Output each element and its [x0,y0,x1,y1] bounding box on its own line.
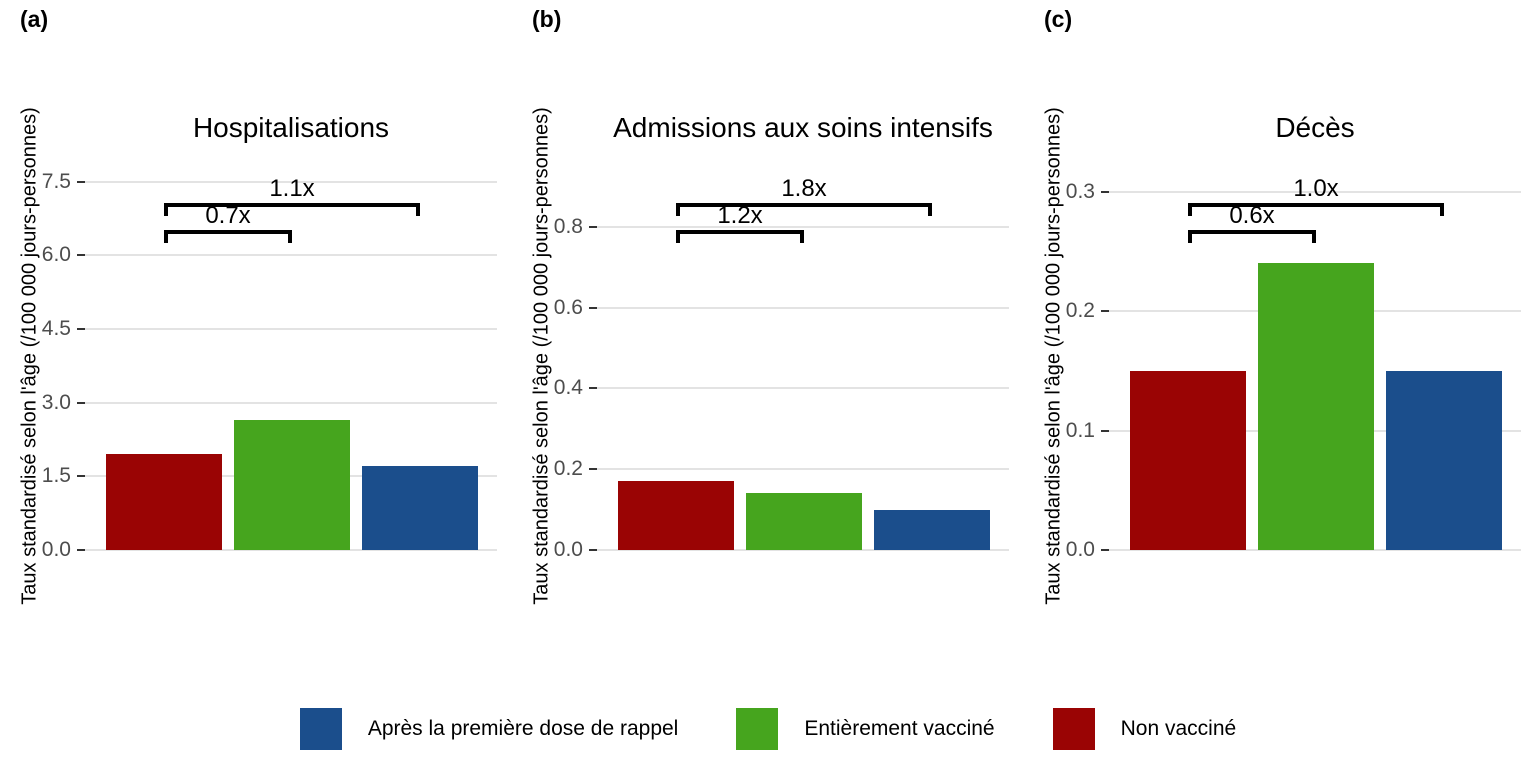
bar-non-vaccin- [106,454,222,550]
plot-area: 0.0 0.1 0.2 0.3 0.6x 1.0x [1066,162,1521,561]
y-axis-tick-label: 4.5 [41,316,71,340]
ratio-bracket [676,203,932,216]
y-axis-tick [77,475,85,478]
ratio-bracket [676,230,804,243]
legend-color-swatch [736,708,779,750]
bar-apr-s-la-premi-re-dose-de-rappel [874,509,990,550]
y-axis-tick [77,254,85,257]
y-axis-tick [589,549,597,551]
gridline [85,549,497,551]
bar-enti-rement-vaccin- [234,419,350,550]
ratio-label: 1.8x [781,175,827,202]
y-axis-tick-label: 0.2 [553,457,583,481]
gridline [85,401,497,404]
gridline [597,468,1009,471]
bar-enti-rement-vaccin- [746,493,862,550]
panel-tag: (b) [532,6,562,32]
y-axis-tick [1101,429,1109,432]
legend-color-swatch [1052,708,1095,750]
gridline [597,387,1009,390]
gridline [85,254,497,257]
legend-item-enti-rement-vaccin-: Entièrement vacciné [736,708,995,750]
y-axis-tick [589,225,597,228]
ratio-bracket [1188,230,1316,243]
ratio-bracket [1188,203,1444,216]
ratio-label: 1.0x [1293,175,1339,202]
y-axis-tick-label: 3.0 [41,390,71,414]
legend-label: Entièrement vacciné [804,717,995,740]
y-axis-tick-label: 0.4 [553,376,583,400]
y-axis-tick [1101,190,1109,193]
bar-enti-rement-vaccin- [1258,263,1374,550]
legend-color-swatch [299,708,342,750]
gridline [85,327,497,330]
legend-label: Non vacciné [1120,717,1237,740]
y-axis-title: Taux standardisé selon l'âge (/100 000 j… [530,107,553,605]
ratio-bracket [164,230,292,243]
bar-non-vaccin- [618,481,734,550]
y-axis-tick-label: 1.5 [41,464,71,488]
gridline [597,306,1009,309]
y-axis-tick [589,306,597,309]
panel-title: Décès [1275,112,1355,143]
legend: Après la première dose de rappel Entièrem… [0,704,1536,754]
y-axis-tick-label: 0.6 [553,295,583,319]
gridline [1109,549,1521,551]
panel-c: (c) Taux standardisé selon l'âge (/100 00… [1024,0,1536,700]
panel-tag: (c) [1044,6,1073,32]
y-axis-tick-label: 0.8 [553,214,583,238]
gridline [1109,190,1521,193]
y-axis-tick-label: 0.1 [1065,418,1095,442]
y-axis-tick [589,468,597,471]
plot-area: 0.0 1.5 3.0 4.5 6.0 7.5 0.7x 1.1x [42,162,497,561]
plot-area: 0.0 0.2 0.4 0.6 0.8 1.2x 1.8x [554,162,1009,561]
panel-title: Hospitalisations [192,112,390,143]
gridline [85,180,497,183]
y-axis-tick [1101,310,1109,313]
y-axis-tick-label: 0.3 [1065,179,1095,203]
legend-item-non-vaccin-: Non vacciné [1052,708,1237,750]
panel-title: Admissions aux soins intensifs [613,112,993,143]
panel-tag: (a) [20,6,49,32]
y-axis-tick [77,549,85,551]
y-axis-tick [77,180,85,183]
y-axis-tick-label: 0.0 [553,538,583,561]
y-axis-tick-label: 0.0 [41,538,71,561]
y-axis-tick [589,387,597,390]
panel-a: (a) Taux standardisé selon l'âge (/100 00… [0,0,512,700]
legend-label: Après la première dose de rappel [367,717,679,740]
panel-b: (b) Taux standardisé selon l'âge (/100 00… [512,0,1024,700]
ratio-label: 1.1x [269,175,315,202]
y-axis-tick-label: 0.0 [1065,538,1095,561]
y-axis-tick [77,327,85,330]
y-axis-tick [77,401,85,404]
y-axis-tick [1101,549,1109,551]
y-axis-tick-label: 7.5 [41,169,71,193]
y-axis-tick-label: 0.2 [1065,299,1095,323]
bar-apr-s-la-premi-re-dose-de-rappel [362,465,478,550]
legend-item-apr-s-la-premi-re-dose-de-rappel: Après la première dose de rappel [299,708,679,750]
gridline [597,549,1009,551]
bar-apr-s-la-premi-re-dose-de-rappel [1386,370,1502,550]
y-axis-tick-label: 6.0 [41,243,71,267]
gridline [597,225,1009,228]
ratio-bracket [164,203,420,216]
bar-non-vaccin- [1130,370,1246,550]
